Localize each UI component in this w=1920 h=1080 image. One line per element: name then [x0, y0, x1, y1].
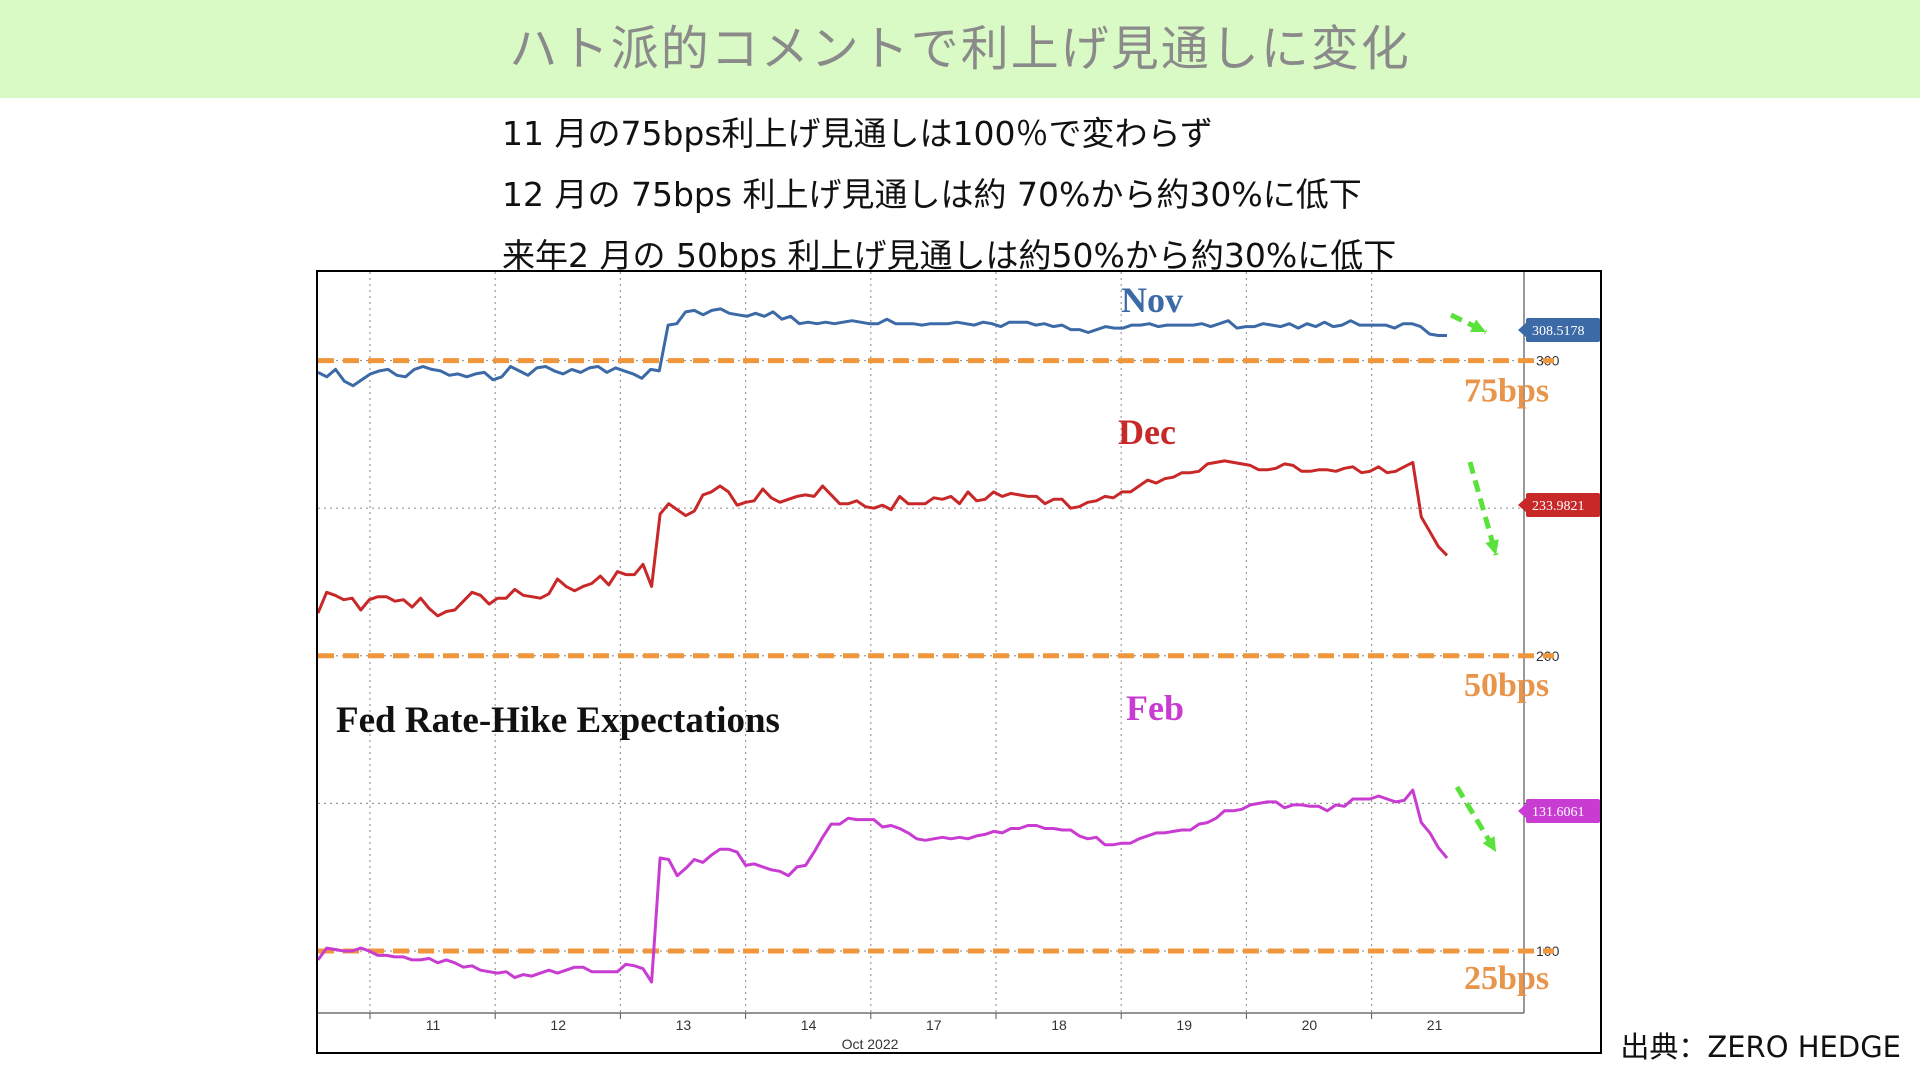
x-axis-label: Oct 2022: [842, 1036, 899, 1052]
last-value-label-nov: 308.5178: [1532, 324, 1585, 339]
bullet-nov: 11 月の75bps利上げ見通しは100％で変わらず: [502, 114, 1213, 153]
x-tick-label: 14: [801, 1017, 817, 1033]
x-tick-label: 20: [1302, 1017, 1318, 1033]
reference-label-25bps: 25bps: [1464, 960, 1549, 997]
series-label-nov: Nov: [1121, 280, 1183, 320]
trend-arrowhead-feb: [1482, 836, 1496, 852]
rate-hike-chart: 100150200250300111213141718192021Oct 202…: [318, 272, 1600, 1052]
last-value-pointer-dec: [1518, 497, 1527, 513]
last-value-label-dec: 233.9821: [1532, 499, 1585, 514]
series-line-feb: [318, 788, 1449, 984]
slide-title: ハト派的コメントで利上げ見通しに変化: [509, 21, 1411, 77]
last-value-box-dec: [1526, 493, 1600, 517]
bullet-dec: 12 月の 75bps 利上げ見通しは約 70%から約30%に低下: [502, 175, 1362, 214]
last-value-box-nov: [1526, 318, 1600, 342]
bullet-list: 11 月の75bps利上げ見通しは100％で変わらず 12 月の 75bps 利…: [502, 103, 1396, 286]
trend-arrow-nov: [1449, 312, 1488, 335]
last-value-pointer-feb: [1518, 803, 1527, 819]
series-label-dec: Dec: [1118, 412, 1176, 452]
x-tick-label: 19: [1176, 1017, 1192, 1033]
bullet-feb: 来年2 月の 50bps 利上げ見通しは約50%から約30%に低下: [502, 236, 1397, 275]
trend-arrowhead-dec: [1485, 539, 1499, 555]
series-label-feb: Feb: [1126, 688, 1184, 728]
source-credit: 出典：ZERO HEDGE: [1620, 1030, 1901, 1064]
chart-title: Fed Rate-Hike Expectations: [336, 700, 780, 741]
trend-arrowhead-nov: [1470, 319, 1486, 332]
last-value-label-feb: 131.6061: [1532, 805, 1585, 820]
series-line-nov: [318, 307, 1447, 388]
x-tick-label: 17: [926, 1017, 942, 1033]
chart-frame: 100150200250300111213141718192021Oct 202…: [316, 270, 1602, 1054]
x-tick-label: 11: [426, 1017, 441, 1033]
x-tick-label: 18: [1051, 1017, 1067, 1033]
last-value-pointer-nov: [1518, 322, 1527, 338]
x-tick-label: 21: [1427, 1017, 1443, 1033]
reference-label-50bps: 50bps: [1464, 667, 1549, 704]
x-tick-label: 12: [550, 1017, 566, 1033]
trend-arrow-dec: [1467, 461, 1499, 556]
last-value-box-feb: [1526, 799, 1600, 823]
series-line-dec: [318, 459, 1449, 618]
x-tick-label: 13: [676, 1017, 692, 1033]
title-banner: [0, 0, 1920, 98]
reference-label-75bps: 75bps: [1464, 373, 1549, 410]
